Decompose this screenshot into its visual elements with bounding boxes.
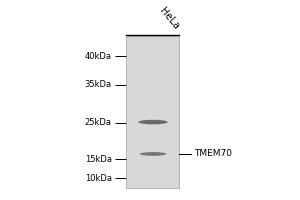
Text: 40kDa: 40kDa	[85, 52, 112, 61]
Text: HeLa: HeLa	[158, 5, 181, 31]
Ellipse shape	[138, 120, 168, 124]
Text: 10kDa: 10kDa	[85, 174, 112, 183]
Bar	[126, 36, 179, 188]
Text: 25kDa: 25kDa	[85, 118, 112, 127]
Text: 15kDa: 15kDa	[85, 155, 112, 164]
Text: TMEM70: TMEM70	[194, 149, 232, 158]
Ellipse shape	[140, 152, 166, 156]
Text: 35kDa: 35kDa	[85, 80, 112, 89]
